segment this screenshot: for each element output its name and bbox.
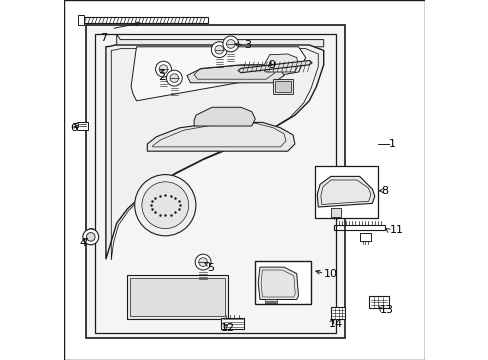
- Polygon shape: [264, 54, 298, 72]
- Polygon shape: [359, 233, 370, 241]
- Bar: [275, 81, 291, 92]
- Bar: [273, 79, 292, 94]
- Polygon shape: [238, 60, 311, 73]
- Polygon shape: [81, 17, 208, 23]
- Bar: [127, 275, 228, 319]
- Bar: [255, 261, 310, 304]
- Text: 13: 13: [379, 305, 393, 315]
- Polygon shape: [186, 65, 284, 83]
- Polygon shape: [88, 228, 93, 231]
- Text: 10: 10: [323, 269, 337, 279]
- Circle shape: [155, 61, 171, 77]
- Text: 6: 6: [70, 123, 77, 133]
- Text: 4: 4: [80, 238, 86, 248]
- Bar: [330, 208, 340, 217]
- Bar: [130, 278, 225, 316]
- Polygon shape: [117, 34, 323, 47]
- Circle shape: [211, 42, 227, 58]
- Polygon shape: [258, 267, 298, 300]
- Circle shape: [86, 233, 95, 241]
- Text: 5: 5: [206, 263, 213, 273]
- Text: 11: 11: [389, 225, 404, 235]
- Text: 2: 2: [158, 72, 165, 82]
- Polygon shape: [221, 318, 244, 329]
- Circle shape: [195, 254, 211, 270]
- Text: 14: 14: [328, 319, 343, 329]
- Polygon shape: [86, 25, 345, 338]
- Polygon shape: [194, 107, 255, 126]
- Polygon shape: [368, 296, 387, 308]
- Polygon shape: [147, 122, 294, 151]
- Text: 1: 1: [387, 139, 395, 149]
- Circle shape: [226, 40, 235, 48]
- Text: 3: 3: [244, 40, 251, 50]
- Bar: [75, 123, 78, 127]
- Text: 7: 7: [101, 33, 107, 43]
- Circle shape: [223, 36, 238, 52]
- Circle shape: [142, 182, 188, 229]
- Circle shape: [134, 175, 196, 236]
- Circle shape: [170, 74, 178, 82]
- Polygon shape: [265, 299, 276, 303]
- Polygon shape: [317, 176, 374, 207]
- Circle shape: [82, 229, 99, 245]
- Polygon shape: [77, 122, 88, 130]
- Circle shape: [166, 70, 182, 86]
- Polygon shape: [106, 45, 323, 259]
- Polygon shape: [78, 15, 84, 25]
- Text: 12: 12: [221, 323, 235, 333]
- Polygon shape: [131, 47, 305, 101]
- Bar: [314, 166, 377, 218]
- Circle shape: [215, 45, 223, 54]
- Polygon shape: [330, 307, 345, 319]
- Circle shape: [159, 65, 167, 73]
- Text: 8: 8: [381, 186, 387, 196]
- Circle shape: [198, 258, 207, 266]
- Text: 9: 9: [267, 60, 274, 70]
